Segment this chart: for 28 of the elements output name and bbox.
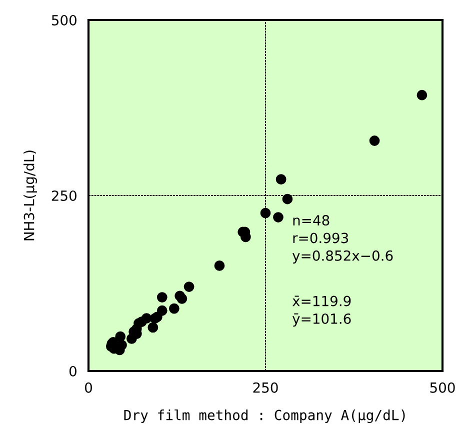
point xyxy=(276,174,286,185)
point xyxy=(136,316,147,328)
x-axis-title: Dry film method : Company A(μg/dL) xyxy=(124,409,405,424)
point xyxy=(369,136,380,146)
point xyxy=(176,294,188,304)
point xyxy=(126,334,137,344)
point xyxy=(260,208,271,218)
annotation: ȳ=101.6 xyxy=(292,313,351,327)
annotation: n=48 xyxy=(293,215,330,226)
point xyxy=(168,303,180,314)
point xyxy=(214,260,225,271)
point xyxy=(148,322,158,333)
x-tick-label: 250 xyxy=(253,382,278,393)
point xyxy=(116,340,127,350)
annotation: x̄=119.9 xyxy=(292,296,351,306)
point xyxy=(156,292,168,302)
point xyxy=(273,212,284,222)
y-tick-label: 0 xyxy=(69,366,76,376)
point xyxy=(282,194,293,204)
y-axis-title: NH3-L(μg/dL) xyxy=(24,150,37,240)
y-tick-label: 250 xyxy=(52,190,76,201)
x-tick-label: 0 xyxy=(84,382,92,393)
y-tick-label: 500 xyxy=(52,14,76,26)
point xyxy=(416,90,428,100)
x-tick-label: 500 xyxy=(430,382,455,393)
annotation: r=0.993 xyxy=(293,232,348,244)
point xyxy=(184,282,194,292)
annotation: y=0.852x−0.6 xyxy=(292,250,393,264)
